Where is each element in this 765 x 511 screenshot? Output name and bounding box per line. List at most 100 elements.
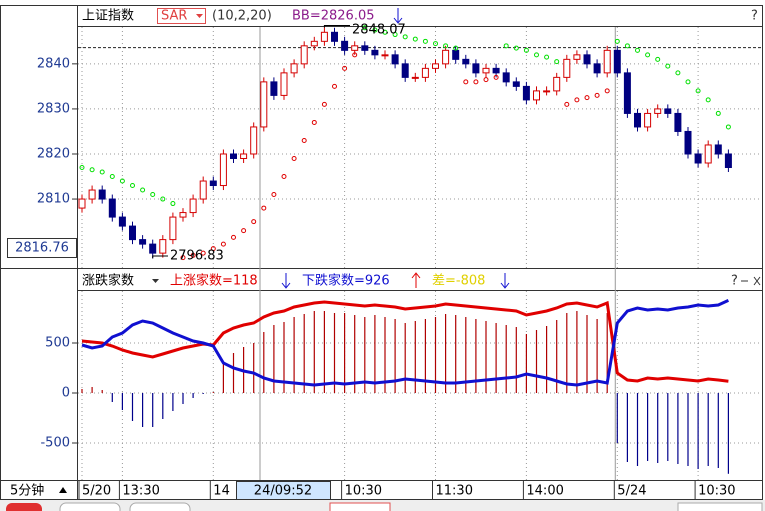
cursor-time-box bbox=[236, 481, 331, 500]
sar-dot bbox=[463, 79, 469, 85]
candle-body bbox=[704, 144, 712, 164]
sar-dot bbox=[150, 192, 156, 198]
indicator-value: BB=2826.05 bbox=[292, 9, 375, 24]
candle-body bbox=[714, 144, 722, 155]
tab[interactable] bbox=[6, 503, 42, 511]
breadth-line bbox=[81, 299, 730, 387]
tab[interactable] bbox=[677, 502, 763, 511]
candle-body bbox=[724, 153, 732, 169]
candle-body bbox=[78, 198, 86, 209]
candle-body bbox=[381, 54, 389, 57]
arrow-icon bbox=[281, 273, 291, 289]
tab[interactable] bbox=[329, 502, 391, 511]
x-tick-label: 5/20 bbox=[82, 484, 111, 499]
candle-body bbox=[240, 153, 248, 159]
sar-dot bbox=[715, 110, 721, 116]
sar-dot bbox=[594, 92, 600, 98]
indicator[interactable]: SAR bbox=[161, 9, 187, 24]
tab[interactable] bbox=[129, 502, 191, 511]
sar-dot bbox=[402, 34, 408, 40]
diff-count: 差=-808 bbox=[432, 274, 485, 289]
breadth-title: 涨跌家数 bbox=[82, 273, 134, 289]
sar-dot bbox=[281, 174, 287, 180]
candle-body bbox=[674, 112, 682, 132]
candle-body bbox=[199, 180, 207, 200]
candle-body bbox=[108, 198, 116, 218]
candle-body bbox=[290, 63, 298, 74]
candle-body bbox=[219, 153, 227, 187]
sar-dot bbox=[725, 124, 731, 130]
dropdown-icon bbox=[152, 279, 159, 283]
candle-body bbox=[371, 49, 379, 56]
candle-body bbox=[694, 153, 702, 164]
candle-body bbox=[421, 67, 429, 78]
sar-dot bbox=[614, 38, 620, 44]
sar-dot bbox=[493, 74, 499, 80]
sar-dot bbox=[584, 95, 590, 101]
sar-dot bbox=[624, 43, 630, 49]
sar-dot bbox=[564, 101, 570, 107]
y-tick-label: -500 bbox=[40, 436, 70, 451]
annotation-line bbox=[152, 255, 168, 259]
candle-body bbox=[553, 76, 561, 92]
sar-dot bbox=[503, 43, 509, 49]
sar-dot bbox=[705, 97, 711, 103]
candle-body bbox=[179, 212, 187, 218]
window-icons[interactable] bbox=[741, 276, 761, 286]
sar-dot bbox=[231, 234, 236, 240]
sar-dot bbox=[604, 88, 610, 94]
sar-dot bbox=[635, 47, 640, 53]
cursor-price-box bbox=[7, 238, 77, 258]
sar-dot bbox=[412, 36, 418, 42]
candle-body bbox=[230, 153, 237, 159]
candle-body bbox=[270, 81, 278, 96]
candle-body bbox=[169, 216, 177, 241]
help-icon[interactable]: ? bbox=[751, 9, 758, 24]
indicator-box[interactable] bbox=[157, 8, 206, 24]
candle-body bbox=[593, 63, 601, 74]
y-tick-label: 0 bbox=[62, 386, 70, 401]
sar-dot bbox=[362, 25, 368, 31]
sar-dot bbox=[554, 59, 560, 65]
max-label: 2848.07 bbox=[352, 23, 406, 38]
sar-dot bbox=[382, 29, 388, 35]
sar-dot bbox=[544, 54, 550, 60]
sar-dot bbox=[271, 192, 277, 198]
candle-body bbox=[432, 63, 439, 69]
dropdown-icon bbox=[196, 14, 203, 18]
sar-dot bbox=[109, 174, 115, 180]
candle-body bbox=[159, 239, 167, 254]
sar-dot bbox=[523, 47, 529, 53]
candle-body bbox=[482, 67, 490, 74]
candle-body bbox=[351, 45, 359, 51]
sar-dot bbox=[433, 41, 438, 47]
sar-dot bbox=[342, 65, 348, 71]
sar-dot bbox=[422, 38, 428, 44]
candle-body bbox=[129, 225, 136, 241]
x-tick-label: 11:30 bbox=[436, 484, 473, 499]
x-tick-label: 10:30 bbox=[698, 484, 735, 499]
period[interactable]: 5分钟 bbox=[10, 483, 44, 499]
sar-dot bbox=[665, 63, 671, 69]
sar-dot bbox=[675, 70, 681, 76]
tab[interactable] bbox=[59, 502, 121, 511]
candle-body bbox=[331, 31, 338, 42]
candle-body bbox=[684, 130, 692, 155]
arrow-icon bbox=[411, 272, 421, 288]
candle-body bbox=[391, 54, 399, 65]
candle-body bbox=[189, 198, 197, 214]
candle-body bbox=[533, 90, 540, 101]
candle-body bbox=[341, 40, 349, 51]
help-icon[interactable]: ? bbox=[731, 274, 738, 289]
sar-dot bbox=[130, 183, 135, 189]
arrow-icon bbox=[393, 8, 403, 24]
sar-dot bbox=[261, 205, 267, 211]
sar-dot bbox=[301, 137, 307, 143]
sar-dot bbox=[392, 32, 398, 38]
candle-body bbox=[634, 112, 641, 128]
sar-dot bbox=[89, 167, 95, 173]
indicator-params: (10,2,20) bbox=[212, 9, 272, 24]
y-tick-label: 2810 bbox=[37, 192, 70, 207]
